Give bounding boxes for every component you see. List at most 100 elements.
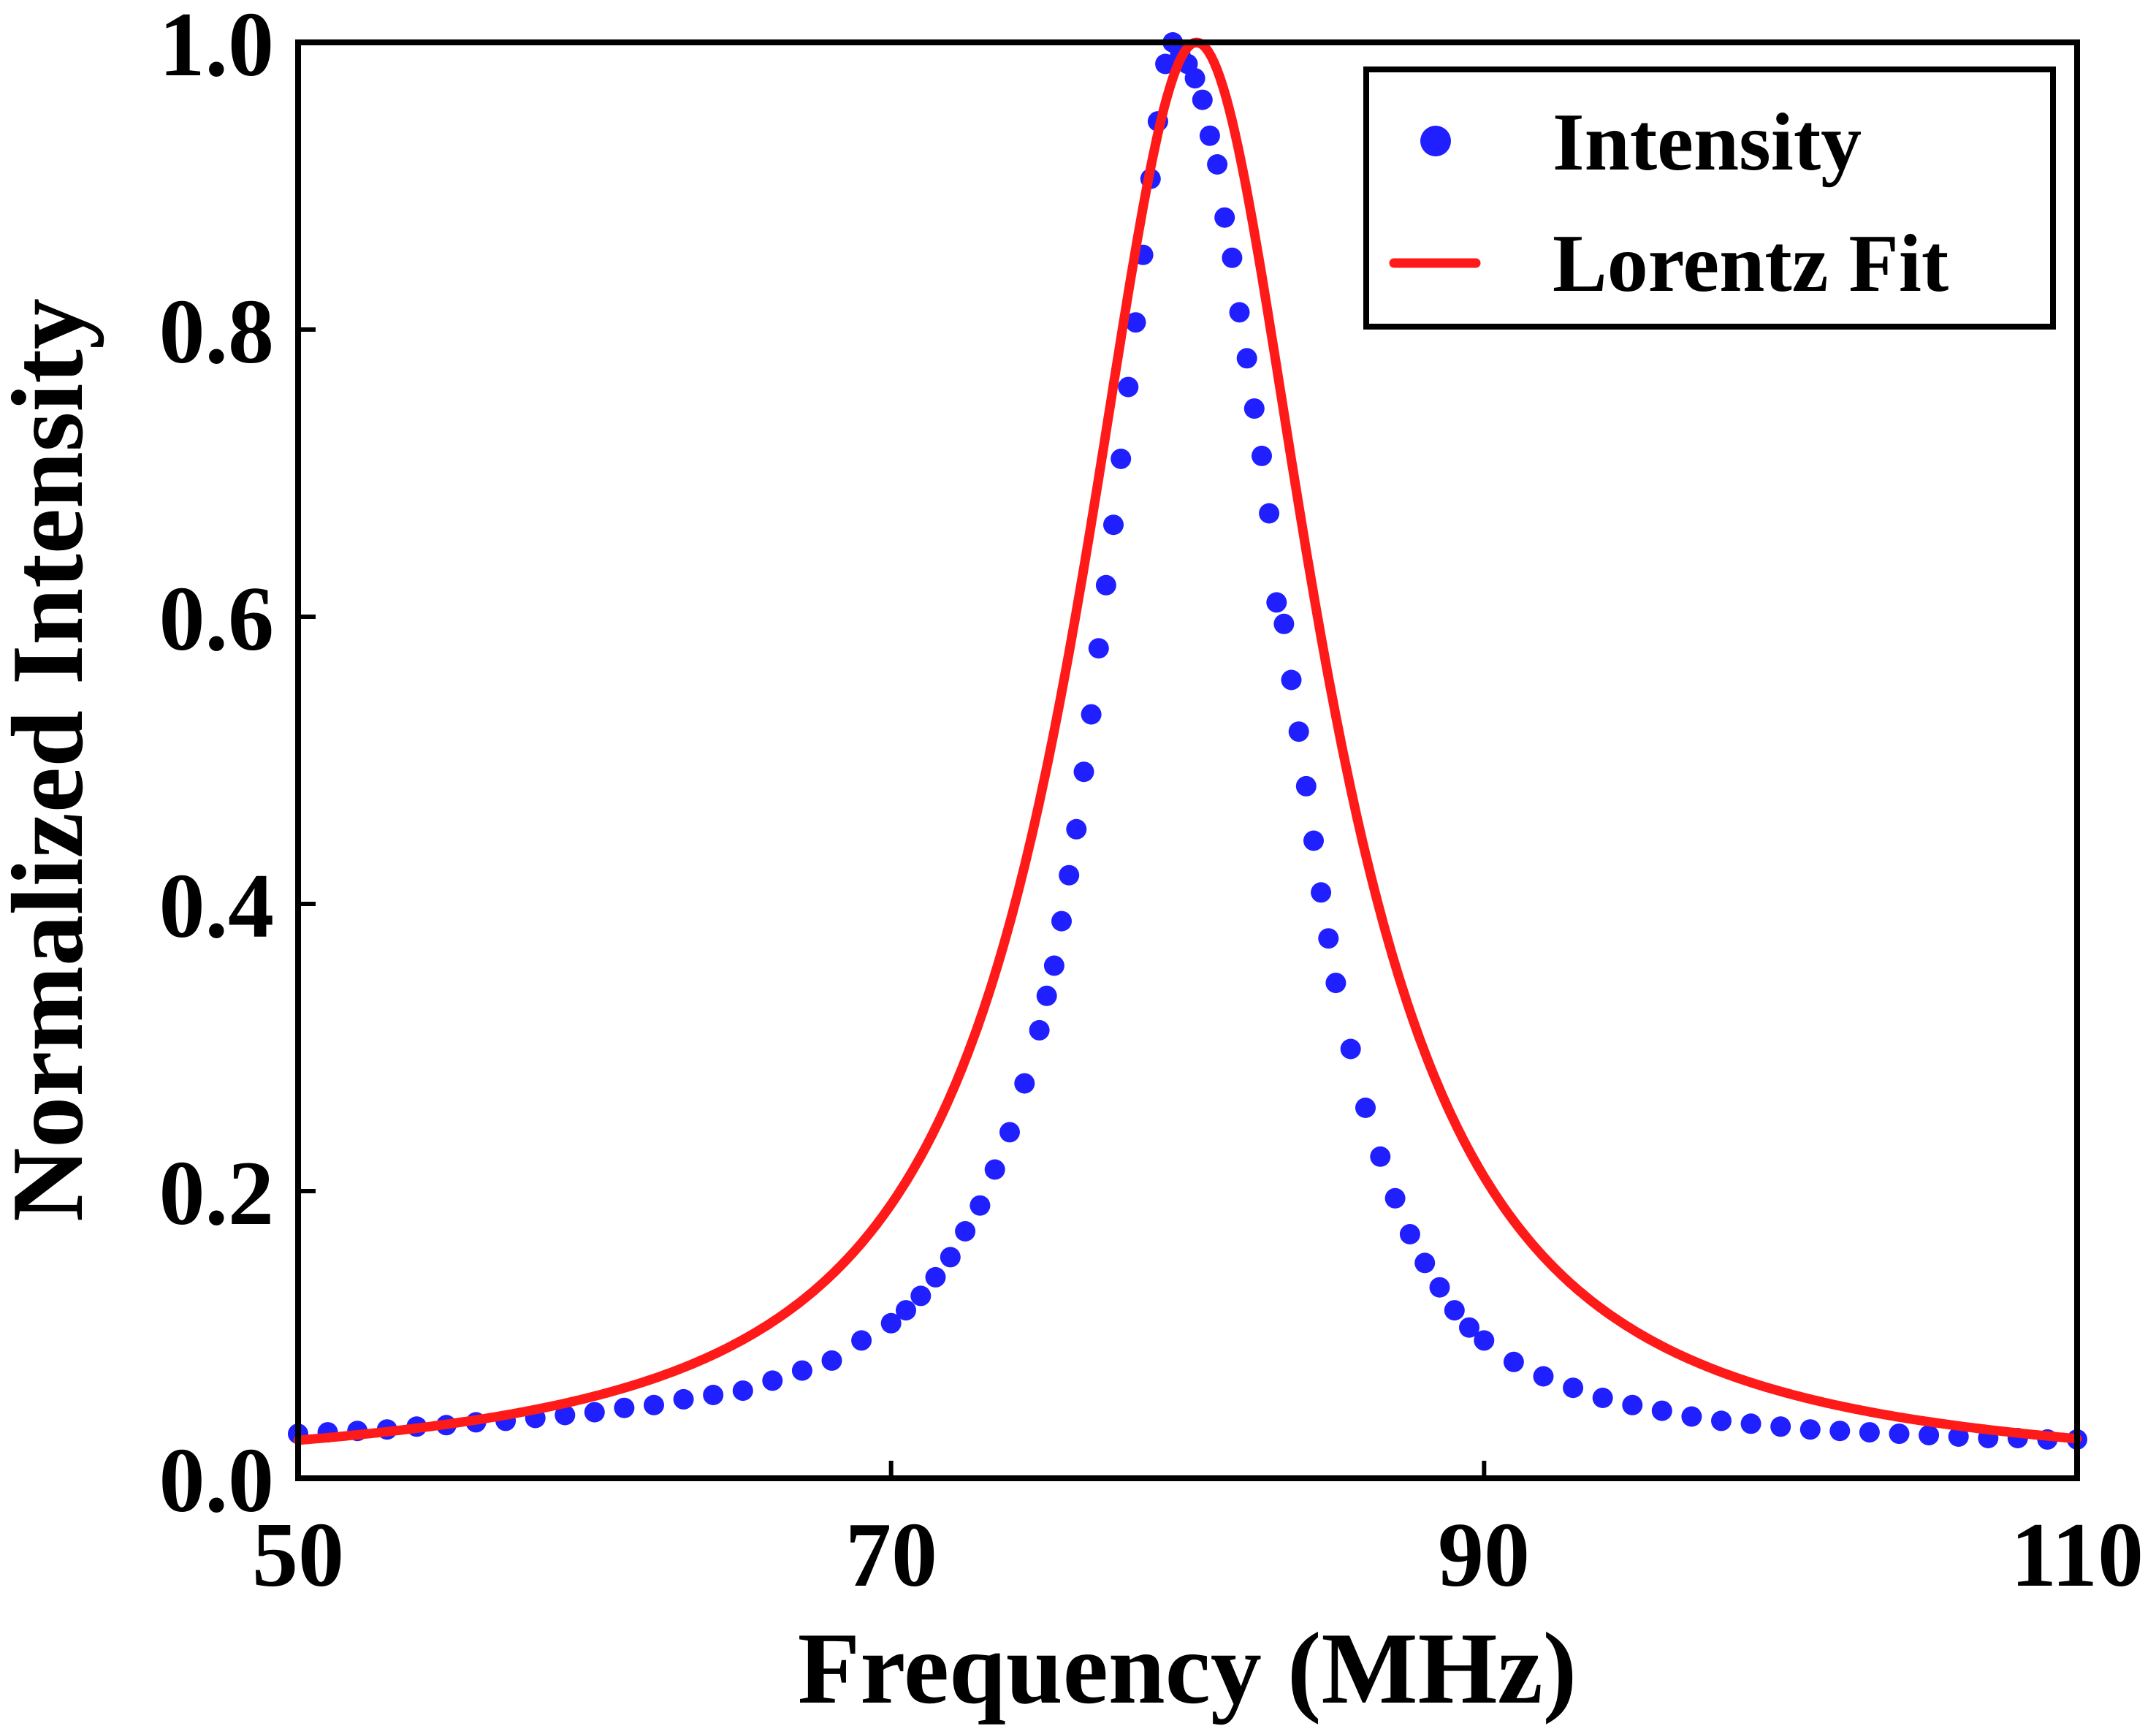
intensity-point: [1288, 721, 1309, 742]
x-tick-label: 110: [2011, 1505, 2144, 1606]
y-tick-label: 0.4: [159, 856, 275, 957]
y-tick-label: 0.0: [159, 1430, 275, 1532]
intensity-point: [1259, 503, 1280, 524]
intensity-point: [1199, 125, 1220, 146]
intensity-point: [1318, 928, 1339, 949]
intensity-point: [1770, 1416, 1791, 1437]
intensity-point: [732, 1380, 753, 1402]
intensity-point: [1095, 574, 1116, 596]
y-axis-title: Normalized Intensity: [0, 298, 104, 1222]
intensity-point: [1081, 704, 1102, 725]
y-tick-label: 0.8: [159, 281, 275, 383]
intensity-point: [1651, 1400, 1672, 1421]
y-tick-label: 0.6: [159, 569, 275, 670]
lorentz-fit-line: [293, 37, 2082, 1445]
intensity-point: [762, 1370, 783, 1391]
intensity-point: [1155, 53, 1176, 75]
intensity-point: [1474, 1330, 1495, 1351]
intensity-point: [1533, 1366, 1554, 1387]
intensity-point: [955, 1221, 976, 1242]
intensity-point: [584, 1402, 605, 1423]
intensity-point: [1459, 1317, 1479, 1338]
plot-marks: [288, 32, 2087, 1450]
x-tick-label: 90: [1438, 1505, 1530, 1606]
intensity-point: [1222, 247, 1243, 268]
y-tick-label: 0.2: [159, 1143, 275, 1244]
intensity-point: [1503, 1351, 1524, 1372]
intensity-point: [851, 1330, 872, 1351]
intensity-point: [1592, 1388, 1613, 1408]
y-tick-label: 1.0: [159, 0, 275, 96]
intensity-point: [1829, 1421, 1851, 1442]
intensity-point: [940, 1247, 961, 1268]
intensity-point: [1281, 669, 1302, 691]
intensity-point: [910, 1285, 932, 1307]
intensity-point: [1229, 302, 1250, 323]
intensity-point: [1266, 592, 1287, 613]
intensity-point: [1295, 775, 1317, 797]
intensity-point: [1370, 1146, 1391, 1167]
intensity-point: [1214, 207, 1235, 228]
intensity-point: [1622, 1394, 1643, 1415]
intensity-point: [1103, 514, 1124, 536]
intensity-point: [1029, 1019, 1050, 1041]
intensity-point: [1859, 1422, 1880, 1443]
intensity-point: [1414, 1252, 1436, 1274]
intensity-point: [1066, 818, 1087, 840]
intensity-point: [644, 1394, 664, 1415]
intensity-point: [880, 1312, 902, 1334]
intensity-point: [1088, 638, 1109, 659]
intensity-point: [1111, 448, 1132, 469]
intensity-point: [1325, 973, 1346, 994]
intensity-point: [1118, 376, 1139, 398]
intensity-point: [1444, 1300, 1465, 1321]
intensity-point: [1192, 89, 1213, 110]
intensity-point: [1036, 985, 1057, 1006]
legend-box: [1363, 66, 2056, 330]
intensity-point: [1681, 1406, 1702, 1427]
intensity-point: [1073, 761, 1094, 783]
intensity-point: [1059, 864, 1080, 886]
intensity-point: [1014, 1073, 1035, 1094]
intensity-point: [925, 1266, 946, 1288]
intensity-point: [1711, 1410, 1732, 1432]
intensity-point: [1384, 1187, 1406, 1209]
intensity-point: [1919, 1425, 1940, 1445]
intensity-point: [1563, 1377, 1584, 1399]
intensity-point: [1236, 348, 1257, 369]
intensity-point: [1399, 1224, 1420, 1244]
intensity-point: [1799, 1419, 1821, 1440]
intensity-point: [1252, 445, 1272, 466]
x-tick-label: 50: [252, 1505, 344, 1606]
intensity-point: [791, 1360, 812, 1381]
intensity-point: [1355, 1098, 1376, 1118]
plot-frame: [295, 39, 2080, 1481]
intensity-point: [1303, 830, 1324, 851]
intensity-point: [1740, 1413, 1761, 1434]
legend-label-lorentz-fit: Lorentz Fit: [1553, 218, 1949, 309]
intensity-point: [703, 1385, 724, 1405]
intensity-point: [1948, 1426, 1969, 1447]
x-axis-ticks: [296, 1461, 2079, 1478]
intensity-point: [673, 1388, 694, 1410]
x-tick-label: 70: [845, 1505, 937, 1606]
legend: Intensity Lorentz Fit: [1363, 66, 2056, 330]
intensity-point: [970, 1195, 991, 1216]
intensity-point: [1340, 1038, 1361, 1060]
x-axis-title: Frequency (MHz): [798, 1612, 1577, 1725]
intensity-point: [555, 1404, 576, 1426]
intensity-point: [821, 1350, 842, 1371]
y-axis-ticks: [298, 40, 316, 1480]
intensity-point: [1125, 312, 1146, 333]
intensity-point: [614, 1397, 635, 1418]
intensity-point: [1043, 955, 1064, 976]
intensity-point: [1184, 68, 1205, 89]
intensity-points: [288, 32, 2087, 1450]
intensity-point: [1051, 910, 1072, 932]
intensity-point: [1311, 882, 1332, 903]
legend-label-intensity: Intensity: [1553, 97, 1862, 188]
intensity-point: [1429, 1277, 1450, 1298]
intensity-point: [1273, 613, 1295, 634]
intensity-point: [896, 1300, 916, 1321]
